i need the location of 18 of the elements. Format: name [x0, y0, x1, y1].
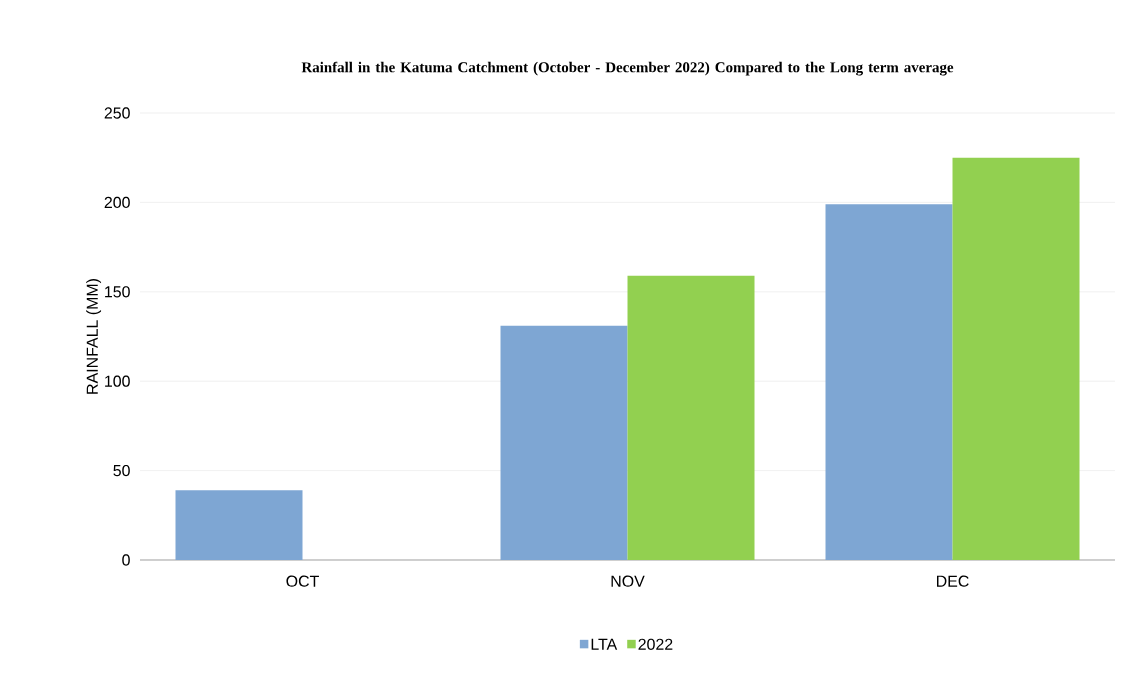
- y-axis-title: RAINFALL (MM): [86, 279, 102, 394]
- y-tick-label: 200: [104, 196, 130, 209]
- chart-title: Rainfall in the Katuma Catchment (October - December 2022) Compared to the Long term average: [301, 61, 954, 76]
- x-tick-label: OCT: [286, 575, 319, 587]
- bar: [500, 325, 628, 560]
- y-tick-label: 250: [104, 107, 130, 119]
- bar: [175, 490, 303, 560]
- bar: [825, 204, 953, 560]
- legend-label: LTA: [591, 638, 618, 650]
- bar: [952, 157, 1080, 560]
- y-tick-label: 50: [113, 464, 130, 477]
- y-tick-label: 150: [105, 286, 130, 298]
- y-tick-label: 0: [122, 554, 130, 566]
- bar: [627, 275, 755, 560]
- legend-label: 2022: [638, 638, 673, 650]
- y-tick-label: 100: [105, 375, 130, 387]
- x-tick-label: NOV: [611, 575, 645, 587]
- x-tick-label: DEC: [936, 575, 969, 587]
